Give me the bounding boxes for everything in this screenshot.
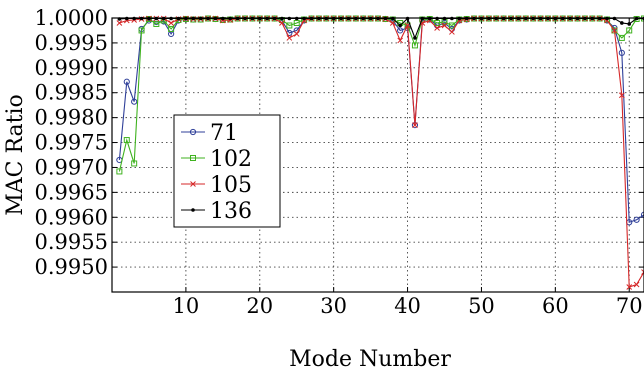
data-point [449, 29, 455, 35]
legend-item-105: 105 [181, 173, 252, 198]
data-point [389, 20, 396, 26]
data-point [116, 20, 123, 26]
data-point [626, 284, 633, 290]
data-point [633, 281, 640, 288]
data-point [641, 269, 644, 275]
data-point [411, 42, 418, 49]
data-point [627, 22, 632, 26]
y-tick-label: 0.9980 [35, 106, 108, 130]
data-point [434, 19, 441, 26]
plot-frame [111, 17, 644, 293]
legend-item-136: 136 [181, 199, 252, 224]
x-tick-label: 10 [173, 294, 200, 318]
legend-swatch-marker [190, 155, 196, 161]
x-tick-label: 20 [246, 294, 273, 318]
legend-box [173, 114, 281, 228]
data-point [279, 20, 285, 26]
x-tick-label: 70 [616, 294, 643, 318]
data-point [398, 23, 402, 28]
data-point [397, 37, 404, 44]
y-tick-label: 0.9985 [35, 81, 108, 105]
data-point [626, 27, 633, 34]
data-point [413, 36, 417, 40]
data-point [116, 168, 123, 175]
x-axis-label: Mode Number [289, 347, 451, 371]
y-tick-label: 1.0000 [35, 6, 108, 30]
legend-label: 136 [210, 199, 252, 224]
data-point [618, 92, 625, 99]
grid [112, 17, 644, 292]
data-point [138, 27, 145, 34]
data-point [123, 78, 130, 85]
y-axis-label: MAC Ratio [3, 94, 28, 216]
data-point [434, 25, 440, 31]
data-point [286, 22, 293, 29]
y-tick-label: 0.9970 [35, 155, 108, 179]
x-tick-label: 30 [320, 294, 347, 318]
data-point [293, 31, 300, 37]
legend-item-71: 71 [181, 121, 238, 146]
data-point [633, 216, 640, 223]
legend-swatch-marker [190, 181, 196, 187]
y-tick-label: 0.9975 [35, 131, 108, 155]
legend-label: 105 [210, 173, 252, 198]
data-point [168, 20, 174, 26]
x-tick-labels: 10 20 30 40 50 60 70 [173, 294, 643, 318]
legend-swatch-marker [191, 208, 195, 212]
data-point [293, 19, 300, 26]
data-point [123, 137, 130, 144]
data-point [153, 20, 160, 27]
legend-item-102: 102 [181, 147, 252, 172]
data-point [640, 211, 644, 218]
legend-swatch-marker [189, 128, 197, 136]
y-tick-label: 0.9950 [35, 255, 108, 279]
y-tick-label: 0.9960 [35, 205, 108, 229]
data-point [448, 22, 455, 29]
data-point [618, 34, 625, 41]
data-point [441, 22, 448, 29]
y-tick-label: 0.9990 [35, 56, 108, 80]
y-tick-label: 0.9965 [35, 180, 108, 204]
legend-label: 102 [210, 147, 252, 172]
data-point [397, 27, 404, 34]
y-tick-label: 0.9955 [35, 230, 108, 254]
legend-label: 71 [210, 121, 238, 146]
x-tick-label: 50 [468, 294, 495, 318]
data-point [131, 160, 138, 167]
x-tick-label: 60 [542, 294, 569, 318]
data-point [412, 122, 418, 128]
data-point [618, 49, 625, 56]
data-point [131, 98, 138, 105]
data-point [620, 21, 624, 25]
x-tick-label: 40 [394, 294, 421, 318]
data-point [419, 20, 426, 26]
data-point [611, 27, 618, 34]
data-point [286, 35, 293, 41]
y-tick-labels: 0.99500.99550.99600.99650.99700.99750.99… [35, 6, 108, 279]
data-point [168, 25, 175, 32]
y-tick-label: 0.9995 [35, 31, 108, 55]
